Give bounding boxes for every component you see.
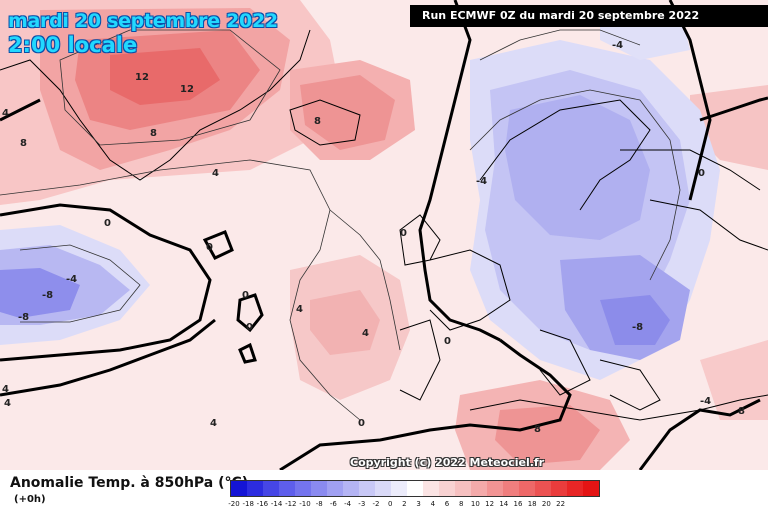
scale-tick-label: 10: [470, 500, 480, 508]
legend-subtitle: (+0h): [14, 494, 46, 505]
color-scale: [230, 480, 600, 497]
contour-label: 4: [210, 418, 217, 429]
color-swatch: [279, 481, 295, 496]
contour-label: 12: [135, 72, 149, 83]
contour-label: -8: [18, 312, 29, 323]
legend-title: Anomalie Temp. à 850hPa (°C): [10, 475, 249, 491]
contour-label: -8: [632, 322, 643, 333]
contour-label: 4: [212, 168, 219, 179]
color-swatch: [391, 481, 407, 496]
color-swatch: [583, 481, 599, 496]
color-swatch: [551, 481, 567, 496]
color-swatch: [519, 481, 535, 496]
scale-tick-label: 4: [430, 500, 436, 508]
color-swatch: [567, 481, 583, 496]
color-swatch: [359, 481, 375, 496]
contour-label: 4: [362, 328, 369, 339]
contour-label: 4: [2, 384, 9, 395]
color-swatch: [343, 481, 359, 496]
contour-label: 0: [206, 242, 213, 253]
contour-label: 0: [358, 418, 365, 429]
coastlines: [0, 29, 768, 421]
color-swatch: [439, 481, 455, 496]
zero-isotherms: [0, 0, 768, 470]
scale-tick-label: 6: [444, 500, 450, 508]
scale-tick-label: -10: [299, 500, 311, 508]
isolines: [0, 29, 681, 421]
contour-label: 0: [104, 218, 111, 229]
scale-tick-label: 22: [556, 500, 566, 508]
contour-label: 0: [400, 228, 407, 239]
map-canvas: 12 12 8 8 8 4 4 4 4 4 4 4 0 0 0 0 0 0 0 …: [0, 0, 768, 470]
scale-tick-label: 12: [485, 500, 495, 508]
scale-tick-label: -20: [228, 500, 240, 508]
scale-tick-label: -18: [242, 500, 254, 508]
scale-tick-label: 16: [513, 500, 523, 508]
color-swatch: [327, 481, 343, 496]
color-swatch: [295, 481, 311, 496]
scale-tick-label: -8: [315, 500, 323, 508]
color-swatch: [503, 481, 519, 496]
scale-tick-label: -14: [270, 500, 283, 508]
contour-label: 8: [534, 424, 541, 435]
contour-label: -4: [700, 396, 711, 407]
contour-label: 4: [2, 108, 9, 119]
scale-tick-label: -2: [372, 500, 380, 508]
contour-label: 8: [738, 406, 745, 417]
color-swatch: [535, 481, 551, 496]
contour-label: 8: [314, 116, 321, 127]
color-swatch: [487, 481, 503, 496]
scale-tick-label: 0: [387, 500, 393, 508]
contour-label: 0: [444, 336, 451, 347]
run-info: Run ECMWF 0Z du mardi 20 septembre 2022: [410, 5, 768, 27]
color-swatch: [375, 481, 391, 496]
contour-label: 4: [296, 304, 303, 315]
contour-label: 0: [698, 168, 705, 179]
scale-tick-label: -12: [285, 500, 297, 508]
color-swatch: [311, 481, 327, 496]
scale-tick-label: 14: [499, 500, 509, 508]
scale-tick-label: 8: [458, 500, 464, 508]
contour-label: 0: [246, 322, 253, 333]
contour-label: 0: [242, 290, 249, 301]
scale-tick-label: -6: [329, 500, 337, 508]
cold-anomaly-zones: [0, 10, 720, 380]
contour-label: 12: [180, 84, 194, 95]
scale-tick-label: 3: [416, 500, 421, 508]
scale-tick-label: 18: [527, 500, 537, 508]
color-swatch: [407, 481, 423, 496]
color-swatch: [247, 481, 263, 496]
scale-tick-label: 2: [402, 500, 407, 508]
contour-label: 4: [4, 398, 11, 409]
scale-tick-label: -3: [358, 500, 366, 508]
contour-label: 8: [150, 128, 157, 139]
forecast-time: 2:00 locale: [8, 33, 138, 57]
weather-map: 12 12 8 8 8 4 4 4 4 4 4 4 0 0 0 0 0 0 0 …: [0, 0, 768, 470]
contour-label: 8: [20, 138, 27, 149]
contour-label: -4: [476, 176, 487, 187]
color-swatch: [455, 481, 471, 496]
color-swatch: [263, 481, 279, 496]
color-swatch: [471, 481, 487, 496]
contour-label: -4: [66, 274, 77, 285]
copyright: Copyright (c) 2022 Meteociel.fr: [350, 456, 545, 469]
color-scale-ticks: -20 -18 -16 -14 -12 -10 -8 -6 -4 -3 -2 0 2 3 4 6 8 10 12 14…: [228, 500, 570, 510]
contour-labels: 12 12 8 8 8 4 4 4 4 4 4 4 0 0 0 0 0 0 0 …: [2, 40, 745, 435]
contour-label: -8: [42, 290, 53, 301]
forecast-date: mardi 20 septembre 2022: [8, 10, 278, 32]
scale-tick-label: 20: [541, 500, 551, 508]
scale-tick-label: -16: [256, 500, 269, 508]
color-swatch: [231, 481, 247, 496]
color-swatch: [423, 481, 439, 496]
scale-tick-label: -4: [344, 500, 352, 508]
contour-label: -4: [612, 40, 623, 51]
